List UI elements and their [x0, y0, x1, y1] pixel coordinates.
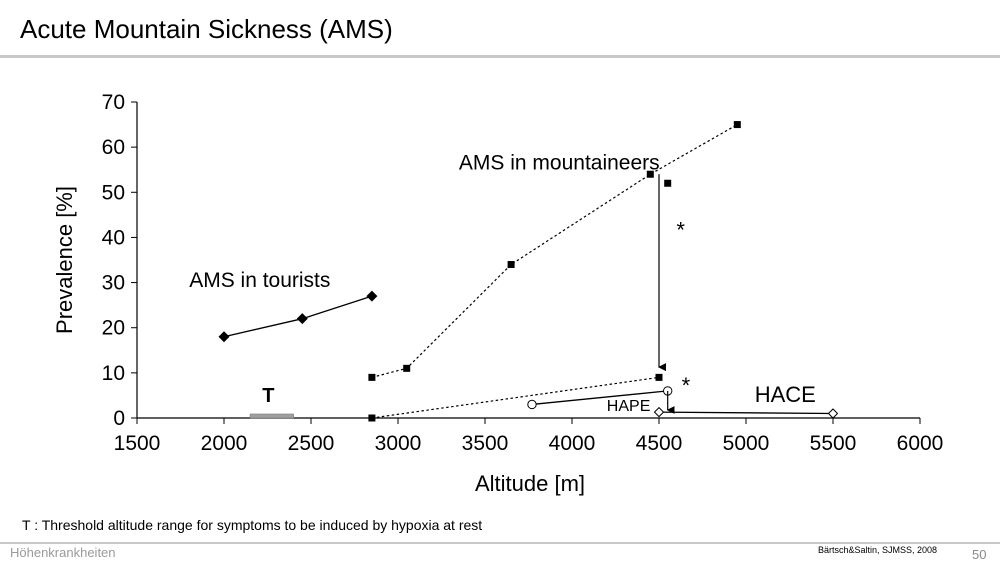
data-point-0 — [296, 313, 308, 325]
x-tick-label: 5500 — [810, 432, 857, 455]
data-point-2 — [664, 179, 672, 187]
data-point-5 — [653, 406, 665, 418]
data-point-1 — [507, 261, 515, 269]
chart-labels: AMS in mountaineers AMS in tourists HAPE HA… — [189, 152, 816, 416]
threshold-range-bar — [249, 413, 294, 419]
annotation-label: T — [262, 385, 274, 407]
y-tick-label: 30 — [102, 272, 125, 295]
annotation-label: * — [676, 217, 685, 242]
data-point-3 — [368, 414, 376, 422]
data-point-1 — [368, 373, 376, 381]
y-tick-label: 0 — [113, 407, 125, 430]
page-number: 50 — [972, 547, 987, 562]
data-point-3 — [655, 373, 663, 381]
x-tick-label: 4000 — [549, 432, 596, 455]
data-point-1 — [646, 170, 654, 178]
data-point-0 — [218, 331, 230, 343]
data-point-5 — [827, 408, 839, 419]
series-line-5 — [658, 411, 834, 415]
citation: Bärtsch&Saltin, SJMSS, 2008 — [818, 545, 938, 555]
data-point-1 — [403, 364, 411, 372]
y-tick-label: 40 — [102, 226, 125, 249]
y-tick-label: 70 — [102, 91, 125, 114]
footer-label: Höhenkrankheiten — [10, 545, 116, 560]
series-line-4 — [531, 390, 668, 406]
annotation-label: * — [682, 373, 691, 398]
x-tick-label: 2500 — [288, 432, 335, 455]
x-tick-label: 6000 — [897, 432, 944, 455]
chart-marks — [218, 121, 839, 422]
x-tick-label: 5000 — [723, 432, 770, 455]
series-line-0 — [223, 295, 373, 338]
chart-axes: 1500 2000 2500 3000 3500 4000 4500 5000 5500 6000… — [102, 91, 944, 455]
x-tick-label: 1500 — [114, 432, 161, 455]
annotation-label: AMS in tourists — [189, 269, 330, 292]
title-divider — [0, 55, 1000, 58]
x-tick-label: 3000 — [375, 432, 422, 455]
y-axis-label: Prevalence [%] — [52, 186, 77, 334]
y-tick-label: 20 — [102, 317, 125, 340]
x-tick-label: 2000 — [201, 432, 248, 455]
data-point-4 — [527, 399, 537, 410]
series-line-3 — [371, 376, 660, 419]
y-tick-label: 60 — [102, 136, 125, 159]
footer-divider — [0, 542, 1000, 544]
x-axis-label: Altitude [m] — [475, 471, 585, 496]
series-line-1 — [371, 124, 738, 378]
annotation-label: HACE — [755, 382, 816, 407]
y-tick-label: 50 — [102, 181, 125, 204]
y-tick-label: 10 — [102, 362, 125, 385]
annotation-label: HAPE — [607, 398, 651, 415]
annotation-label: AMS in mountaineers — [459, 152, 660, 175]
x-tick-label: 4500 — [636, 432, 683, 455]
data-point-1 — [733, 121, 741, 129]
x-tick-label: 3500 — [462, 432, 509, 455]
data-point-0 — [366, 290, 378, 302]
slide-title: Acute Mountain Sickness (AMS) — [20, 14, 393, 44]
footnote: T : Threshold altitude range for symptom… — [22, 517, 483, 533]
